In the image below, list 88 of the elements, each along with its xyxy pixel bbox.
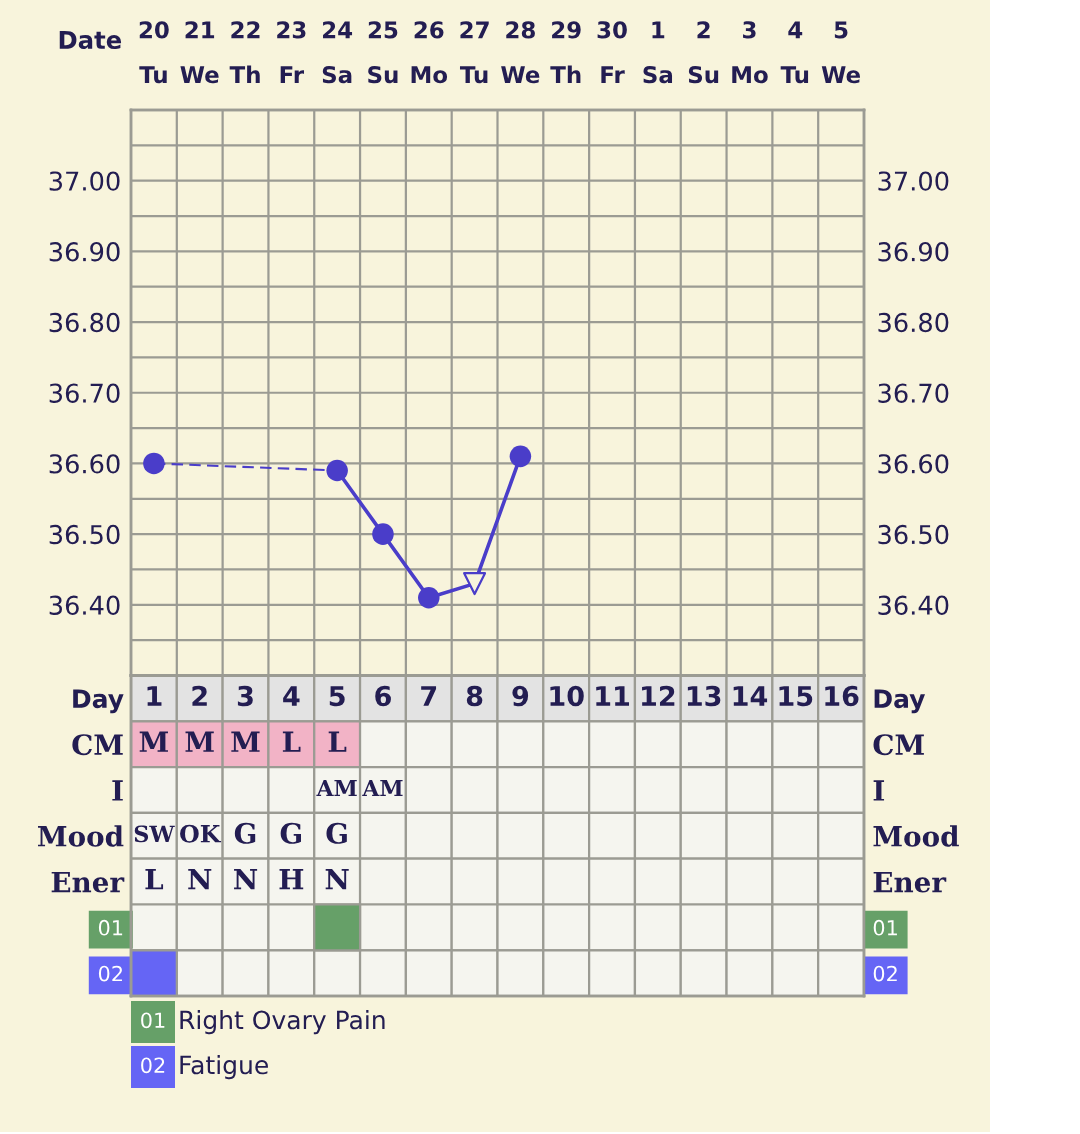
y-tick-label: 36.90	[49, 242, 120, 262]
x-tick-label: 29 Th	[550, 21, 581, 84]
text: N	[234, 869, 258, 890]
category-label: 26 Mo	[411, 21, 448, 84]
x-tick-label: 3	[237, 685, 253, 707]
point	[143, 452, 165, 475]
x-tick-label: 8	[466, 685, 483, 707]
y2-tick-label: 36.60	[878, 454, 949, 474]
x-tick-label: 22 Th	[229, 21, 260, 84]
y-tick-label: Ener	[51, 871, 125, 893]
x-axis-title: Date	[59, 30, 122, 50]
text: M	[185, 731, 214, 752]
category-label: 5 We	[821, 21, 860, 84]
y2-tick-label: Mood	[873, 825, 959, 847]
point	[463, 572, 487, 596]
y-tick-label: Day	[73, 689, 124, 714]
x-tick-label: 15	[779, 686, 813, 707]
category-label: 3 Mo	[732, 21, 768, 84]
text: AM	[362, 780, 403, 797]
y2-tick-label: 36.50	[878, 524, 949, 545]
category-label: 24 Sa	[322, 21, 353, 84]
category-label: 20 Tu	[139, 21, 169, 84]
y2-tick-label: I	[873, 780, 885, 801]
x-tick-label: 1	[147, 686, 162, 706]
y-tick-label: 36.70	[49, 383, 120, 403]
x-tick-label: 12	[642, 685, 675, 706]
y2-tick-label: 02	[873, 965, 897, 982]
point	[326, 459, 348, 482]
y2-tick-label: Ener	[873, 871, 947, 893]
text: G	[234, 822, 256, 844]
x-tick-label: 4	[283, 686, 300, 706]
text: L	[328, 731, 347, 752]
y-tick-label: I	[112, 780, 123, 801]
category-label: 01	[141, 1012, 165, 1029]
text: L	[145, 869, 164, 890]
point	[509, 445, 532, 468]
category-label: 28 We	[501, 21, 540, 84]
x-tick-label: 25 Su	[368, 21, 398, 84]
y2-tick-label: 36.90	[878, 242, 949, 262]
y2-tick-label: Day	[874, 689, 926, 714]
y-tick-label: 02	[98, 965, 122, 982]
category-label: 30 Fr	[597, 21, 627, 84]
point	[418, 586, 440, 609]
x-tick-label: 5	[329, 686, 345, 707]
category-label: 4 Tu	[780, 21, 809, 84]
text: AM	[316, 780, 357, 797]
y2-tick-label: 37.00	[878, 171, 949, 191]
text: N	[325, 869, 349, 890]
text: M	[139, 731, 168, 752]
category-label: 27 Tu	[459, 21, 489, 84]
y2-tick-label: 36.40	[878, 595, 949, 615]
y2-tick-label: 36.70	[878, 383, 949, 403]
y-tick-label: 36.40	[49, 595, 120, 615]
category-label: 1 Sa	[643, 21, 673, 84]
y-tick-label: CM	[72, 734, 123, 756]
y-tick-label: 36.50	[49, 524, 120, 545]
x-tick-label: 16	[825, 685, 859, 707]
x-tick-label: 9	[512, 685, 529, 707]
x-tick-label: 11	[596, 686, 630, 706]
text: L	[282, 731, 301, 752]
text: M	[231, 731, 260, 752]
text: H	[279, 869, 304, 890]
text: SW	[134, 825, 175, 843]
text: OK	[180, 824, 222, 843]
y2-tick-label: 36.80	[878, 312, 949, 333]
text: N	[188, 869, 212, 890]
legend-label: Right Ovary Pain	[180, 1010, 385, 1035]
y2-tick-label: 01	[873, 919, 897, 936]
x-tick-label: 2	[192, 685, 207, 706]
x-tick-label: 6	[375, 685, 391, 707]
y-tick-label: Mood	[38, 825, 124, 847]
y-tick-label: 01	[98, 919, 123, 936]
x-tick-label: 10	[550, 685, 584, 707]
y2-tick-label: CM	[873, 734, 924, 756]
text: G	[280, 822, 302, 844]
y-tick-label: 36.80	[49, 312, 120, 333]
y-tick-label: 36.60	[49, 454, 120, 474]
x-tick-label: 14	[733, 686, 768, 706]
legend-label: Fatigue	[180, 1055, 268, 1080]
category-label: 2 Su	[688, 21, 719, 84]
x-tick-label: 7	[421, 686, 437, 706]
x-tick-label: 13	[687, 685, 721, 707]
y-tick-label: 37.00	[49, 171, 120, 191]
text: G	[326, 822, 347, 844]
category-label: 23 Fr	[277, 21, 306, 84]
category-label: 21 We	[180, 21, 219, 84]
category-label: 02	[141, 1057, 165, 1074]
point	[372, 523, 394, 545]
